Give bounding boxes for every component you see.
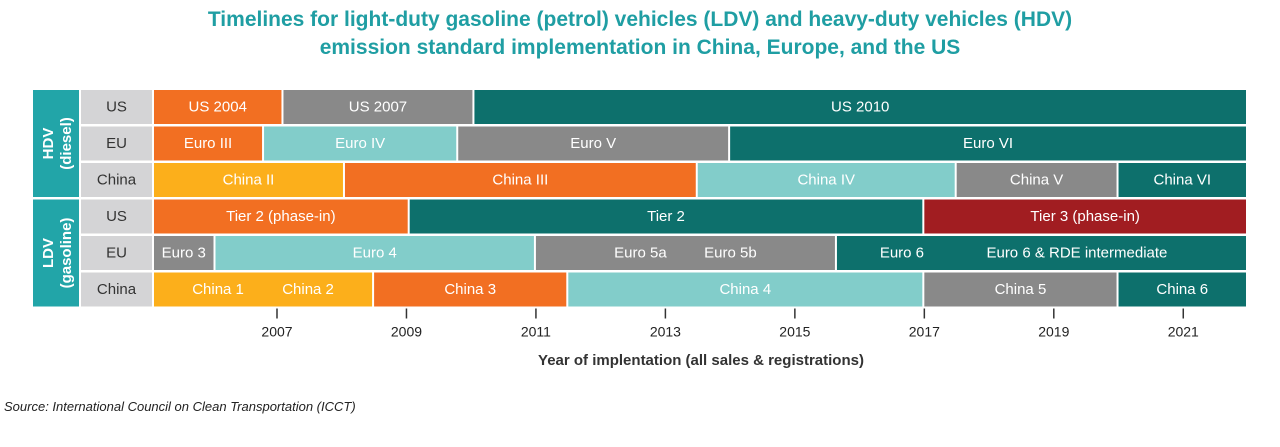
standard-bar	[154, 126, 263, 161]
group-label-box	[33, 199, 79, 307]
standard-label: Euro IV	[335, 135, 385, 152]
standard-label: China 2	[282, 281, 334, 298]
standard-bar	[836, 236, 1246, 270]
x-tick-label: 2017	[909, 324, 940, 340]
standard-label: China 3	[444, 281, 496, 298]
standard-label: Euro 5a	[614, 245, 667, 262]
standard-label: Euro VI	[963, 135, 1013, 152]
region-label: China	[97, 172, 137, 189]
standard-bar	[956, 163, 1117, 197]
standard-bar	[697, 163, 955, 197]
standard-bar	[1118, 272, 1246, 307]
group-label-line: LDV	[40, 238, 57, 268]
standard-bar	[154, 90, 282, 124]
standard-label: Tier 2	[647, 208, 685, 225]
standard-label: China 5	[995, 281, 1047, 298]
standard-label: US 2007	[349, 99, 407, 116]
standard-bar	[730, 126, 1246, 161]
standard-bar	[568, 272, 923, 307]
standard-label: Euro V	[570, 135, 616, 152]
standard-bar	[283, 90, 473, 124]
standard-bar	[924, 272, 1117, 307]
standard-label: China II	[223, 172, 275, 189]
standard-bar	[474, 90, 1246, 124]
standard-label: Tier 3 (phase-in)	[1030, 208, 1139, 225]
x-tick-label: 2015	[779, 324, 810, 340]
standard-bar	[154, 272, 373, 307]
chart-title: Timelines for light-duty gasoline (petro…	[0, 6, 1280, 62]
standard-label: Euro 6	[880, 245, 924, 262]
standard-bar	[1118, 163, 1246, 197]
standard-label: US 2004	[189, 99, 247, 116]
region-label-box	[81, 236, 152, 270]
group-label-box	[33, 90, 79, 197]
region-label-box	[81, 272, 152, 307]
standard-bar	[535, 236, 835, 270]
x-tick-label: 2013	[650, 324, 681, 340]
standard-bar	[924, 199, 1246, 234]
standard-label: China III	[492, 172, 548, 189]
region-label: EU	[106, 245, 127, 262]
standard-bar	[154, 236, 214, 270]
group-label-line: (diesel)	[58, 117, 75, 170]
standard-label: US 2010	[831, 99, 889, 116]
group-label-line: (gasoline)	[58, 218, 75, 289]
x-axis-label: Year of implentation (all sales & regist…	[538, 352, 864, 369]
region-label-box	[81, 90, 152, 124]
group-label-line: HDV	[40, 128, 57, 160]
chart-title-line-2: emission standard implementation in Chin…	[319, 36, 961, 59]
standard-label: Euro 6 & RDE intermediate	[986, 245, 1167, 262]
region-label: EU	[106, 135, 127, 152]
standard-label: Tier 2 (phase-in)	[226, 208, 335, 225]
standard-label: Euro III	[184, 135, 232, 152]
standard-label: China IV	[797, 172, 855, 189]
standard-label: China 6	[1156, 281, 1208, 298]
region-label: US	[106, 208, 127, 225]
standard-label: China V	[1010, 172, 1063, 189]
region-label-box	[81, 163, 152, 197]
group-label: LDV(gasoline)	[40, 218, 75, 289]
standard-bar	[154, 199, 408, 234]
standard-label: China VI	[1153, 172, 1211, 189]
standard-label: Euro 5b	[704, 245, 757, 262]
x-tick-label: 2021	[1168, 324, 1199, 340]
standard-bar	[344, 163, 696, 197]
standard-bar	[409, 199, 923, 234]
source-note: Source: International Council on Clean T…	[4, 399, 356, 414]
x-tick-label: 2007	[261, 324, 292, 340]
region-label: China	[97, 281, 137, 298]
standard-label: China 1	[192, 281, 244, 298]
region-label-box	[81, 199, 152, 234]
standard-label: China 4	[719, 281, 771, 298]
region-label-box	[81, 126, 152, 161]
standard-label: Euro 3	[162, 245, 206, 262]
x-tick-label: 2009	[391, 324, 422, 340]
standard-label: Euro 4	[353, 245, 397, 262]
x-tick-label: 2019	[1038, 324, 1069, 340]
standard-bar	[264, 126, 457, 161]
standard-bar	[458, 126, 729, 161]
region-label: US	[106, 99, 127, 116]
group-label: HDV(diesel)	[40, 117, 75, 170]
standard-bar	[154, 163, 343, 197]
standard-bar	[215, 236, 534, 270]
x-tick-label: 2011	[521, 324, 551, 340]
standard-bar	[374, 272, 567, 307]
chart-title-line-1: Timelines for light-duty gasoline (petro…	[207, 8, 1073, 31]
